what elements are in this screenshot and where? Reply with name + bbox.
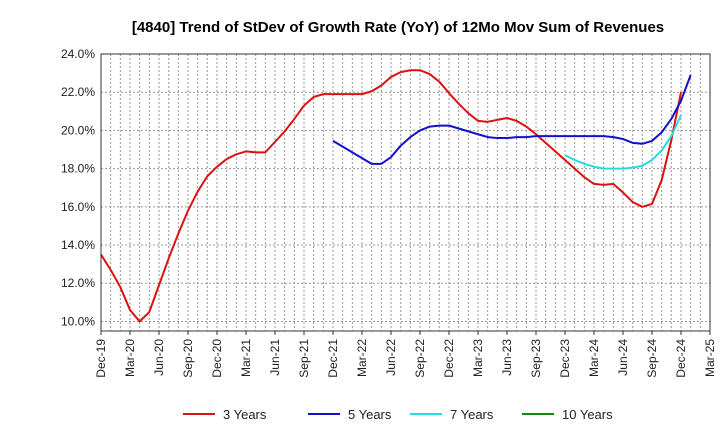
y-tick-label: 24.0% bbox=[61, 47, 95, 61]
x-tick-label: Jun-21 bbox=[268, 339, 282, 376]
x-tick-label: Jun-24 bbox=[616, 339, 630, 376]
legend-label-7-years: 7 Years bbox=[450, 407, 494, 422]
y-tick-label: 16.0% bbox=[61, 200, 95, 214]
legend-label-3-years: 3 Years bbox=[223, 407, 267, 422]
x-tick-label: Jun-23 bbox=[500, 339, 514, 376]
series-line-7-years bbox=[564, 114, 682, 170]
x-tick-label: Dec-24 bbox=[674, 339, 688, 378]
x-tick-label: Dec-19 bbox=[94, 339, 108, 378]
legend-label-10-years: 10 Years bbox=[562, 407, 613, 422]
series-line-3-years bbox=[100, 69, 682, 323]
x-tick-label: Jun-20 bbox=[152, 339, 166, 376]
x-tick-label: Dec-20 bbox=[210, 339, 224, 378]
x-tick-label: Mar-21 bbox=[239, 339, 253, 377]
legend-label-5-years: 5 Years bbox=[348, 407, 392, 422]
x-tick-label: Sep-20 bbox=[181, 339, 195, 378]
x-tick-label: Mar-20 bbox=[123, 339, 137, 377]
chart-title: [4840] Trend of StDev of Growth Rate (Yo… bbox=[132, 19, 664, 36]
x-tick-label: Sep-21 bbox=[297, 339, 311, 378]
x-tick-label: Dec-22 bbox=[442, 339, 456, 378]
y-tick-label: 20.0% bbox=[61, 123, 95, 137]
y-axis: 10.0% 12.0% 14.0% 16.0% 18.0% 20.0% 22.0% 24.0% bbox=[61, 47, 95, 328]
legend: 3 Years 5 Years 7 Years 10 Years bbox=[183, 407, 613, 422]
x-tick-label: Jun-22 bbox=[384, 339, 398, 376]
plot-frame bbox=[100, 53, 711, 332]
y-tick-label: 10.0% bbox=[61, 314, 95, 328]
x-tick-label: Mar-25 bbox=[703, 339, 717, 377]
x-axis: Dec-19 Mar-20 Jun-20 Sep-20 Dec-20 Mar-21 Jun-… bbox=[94, 331, 717, 378]
x-tick-label: Dec-21 bbox=[326, 339, 340, 378]
x-tick-label: Mar-23 bbox=[471, 339, 485, 377]
x-tick-label: Mar-24 bbox=[587, 339, 601, 377]
y-tick-label: 12.0% bbox=[61, 276, 95, 290]
series-lines bbox=[100, 69, 692, 323]
series-line-5-years bbox=[332, 74, 692, 165]
x-tick-label: Sep-23 bbox=[529, 339, 543, 378]
y-tick-label: 18.0% bbox=[61, 162, 95, 176]
y-tick-label: 14.0% bbox=[61, 238, 95, 252]
x-tick-label: Dec-23 bbox=[558, 339, 572, 378]
x-tick-label: Mar-22 bbox=[355, 339, 369, 377]
x-tick-label: Sep-24 bbox=[645, 339, 659, 378]
x-tick-label: Sep-22 bbox=[413, 339, 427, 378]
y-tick-label: 22.0% bbox=[61, 85, 95, 99]
plot-area bbox=[101, 54, 710, 331]
